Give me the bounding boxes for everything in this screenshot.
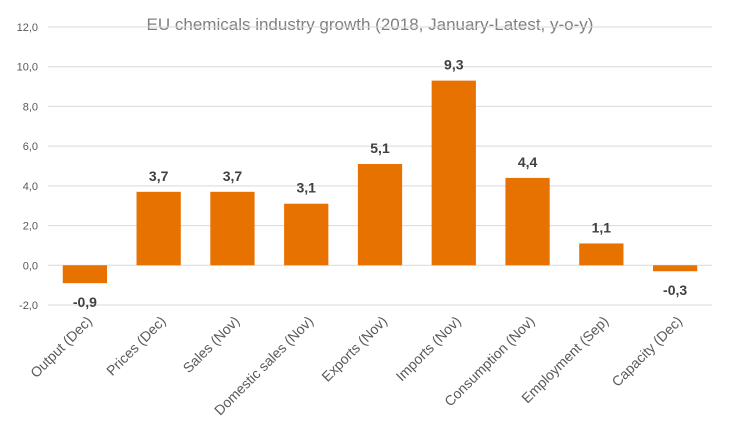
bars: [62, 80, 698, 284]
x-tick-label: Prices (Dec): [103, 313, 169, 379]
bar: [652, 265, 698, 272]
bar: [505, 177, 550, 266]
bar: [210, 191, 255, 266]
x-tick-label: Exports (Nov): [318, 313, 390, 385]
bar: [431, 80, 476, 266]
y-tick-label: 10,0: [17, 62, 38, 74]
bar: [579, 243, 624, 266]
bar: [136, 191, 181, 266]
data-label: 3,7: [223, 168, 243, 184]
y-tick-label: 12,0: [17, 22, 38, 34]
x-tick-label: Output (Dec): [27, 313, 95, 381]
data-label: 5,1: [370, 140, 390, 156]
x-axis-ticks: Output (Dec) Prices (Dec) Sales (Nov)Domes…: [27, 313, 685, 418]
y-tick-label: 8,0: [23, 101, 38, 113]
chart-title: EU chemicals industry growth (2018, Janu…: [147, 15, 594, 34]
y-tick-label: 6,0: [23, 141, 38, 153]
data-label: 3,7: [149, 168, 169, 184]
data-label: 3,1: [296, 180, 316, 196]
y-tick-label: 2,0: [23, 221, 38, 233]
y-axis-ticks: -2,0 0,0 2,0 4,0 6,0 8,0 10,0 12,0: [17, 22, 38, 312]
bar: [284, 203, 329, 266]
bar: [62, 265, 108, 284]
y-tick-label: -2,0: [19, 300, 38, 312]
x-tick-label: Sales (Nov): [180, 313, 243, 376]
y-tick-label: 0,0: [23, 260, 38, 272]
data-labels: -0,9 3,7 3,7 3,1 5,1 9,3 4,4 1,1 -0,3: [73, 57, 688, 311]
data-label: -0,3: [663, 282, 687, 298]
data-label: 9,3: [444, 57, 464, 73]
bar: [357, 164, 403, 266]
data-label: 4,4: [518, 154, 538, 170]
y-tick-label: 4,0: [23, 181, 38, 193]
data-label: -0,9: [73, 294, 97, 310]
x-tick-label: Capacity (Dec): [608, 313, 685, 390]
x-tick-label: Imports (Nov): [393, 313, 464, 384]
data-label: 1,1: [592, 219, 612, 235]
